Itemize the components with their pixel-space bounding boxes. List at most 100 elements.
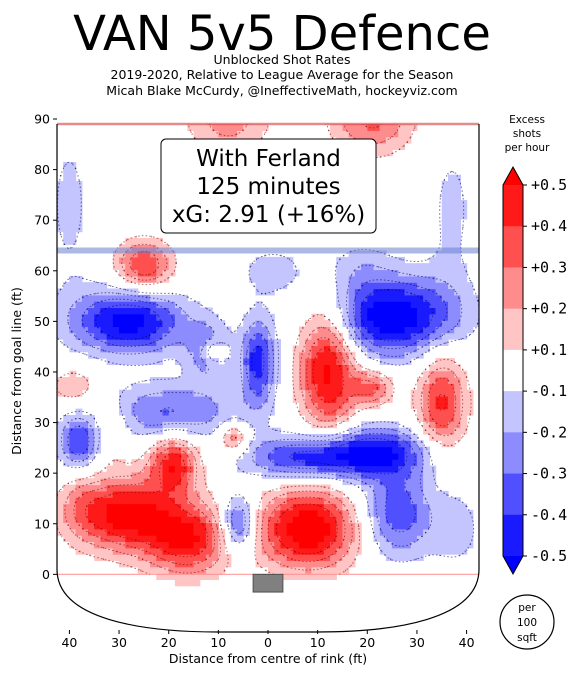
- heatmap-cell: [237, 396, 244, 403]
- heatmap-cell: [262, 428, 269, 435]
- heatmap-cell: [442, 314, 449, 321]
- heatmap-cell: [175, 447, 182, 454]
- heatmap-cell: [311, 333, 318, 340]
- heatmap-cell: [342, 390, 349, 397]
- heatmap-cell: [398, 295, 405, 302]
- heatmap-cell: [156, 504, 163, 511]
- heatmap-cell: [417, 485, 424, 492]
- heatmap-cell: [69, 434, 76, 441]
- heatmap-cell: [231, 402, 238, 409]
- heatmap-cell: [442, 428, 449, 435]
- heatmap-cell: [82, 497, 89, 504]
- heatmap-cell: [417, 541, 424, 548]
- heatmap-cell: [318, 371, 325, 378]
- heatmap-cell: [429, 295, 436, 302]
- heatmap-cell: [163, 257, 170, 264]
- heatmap-cell: [318, 459, 325, 466]
- heatmap-cell: [305, 390, 312, 397]
- heatmap-cell: [460, 295, 467, 302]
- heatmap-cell: [293, 485, 300, 492]
- heatmap-cell: [454, 232, 461, 239]
- heatmap-cell: [336, 504, 343, 511]
- heatmap-cell: [194, 130, 201, 137]
- heatmap-cell: [181, 339, 188, 346]
- heatmap-cell: [398, 554, 405, 561]
- heatmap-cell: [386, 535, 393, 542]
- heatmap-cell: [417, 301, 424, 308]
- heatmap-cell: [131, 333, 138, 340]
- heatmap-cell: [138, 270, 145, 277]
- heatmap-cell: [448, 187, 455, 194]
- heatmap-cell: [194, 339, 201, 346]
- heatmap-cell: [200, 491, 207, 498]
- heatmap-cell: [187, 447, 194, 454]
- heatmap-cell: [355, 529, 362, 536]
- heatmap-cell: [125, 390, 132, 397]
- heatmap-cell: [144, 326, 151, 333]
- heatmap-cell: [324, 358, 331, 365]
- heatmap-cell: [367, 307, 374, 314]
- heatmap-cell: [299, 440, 306, 447]
- heatmap-cell: [212, 504, 219, 511]
- heatmap-cell: [287, 263, 294, 270]
- heatmap-cell: [299, 358, 306, 365]
- heatmap-cell: [200, 130, 207, 137]
- heatmap-cell: [125, 497, 132, 504]
- heatmap-cell: [163, 421, 170, 428]
- heatmap-cell: [398, 478, 405, 485]
- heatmap-cell: [398, 516, 405, 523]
- heatmap-cell: [144, 314, 151, 321]
- heatmap-cell: [181, 377, 188, 384]
- heatmap-cell: [305, 459, 312, 466]
- heatmap-cell: [342, 541, 349, 548]
- heatmap-cell: [448, 282, 455, 289]
- heatmap-cell: [324, 516, 331, 523]
- heatmap-cell: [175, 491, 182, 498]
- heatmap-cell: [187, 301, 194, 308]
- heatmap-cell: [113, 516, 120, 523]
- heatmap-cell: [138, 541, 145, 548]
- heatmap-cell: [163, 522, 170, 529]
- heatmap-cell: [436, 270, 443, 277]
- heatmap-cell: [169, 459, 176, 466]
- heatmap-cell: [181, 529, 188, 536]
- heatmap-cell: [386, 466, 393, 473]
- heatmap-cell: [88, 491, 95, 498]
- heatmap-cell: [218, 333, 225, 340]
- heatmap-cell: [169, 415, 176, 422]
- heatmap-cell: [163, 314, 170, 321]
- heatmap-cell: [386, 453, 393, 460]
- heatmap-cell: [262, 491, 269, 498]
- heatmap-cell: [237, 390, 244, 397]
- heatmap-cell: [392, 535, 399, 542]
- heatmap-cell: [299, 554, 306, 561]
- heatmap-cell: [231, 428, 238, 435]
- heatmap-cell: [256, 377, 263, 384]
- heatmap-cell: [299, 390, 306, 397]
- heatmap-cell: [175, 345, 182, 352]
- heatmap-cell: [69, 345, 76, 352]
- heatmap-cell: [442, 371, 449, 378]
- heatmap-cell: [194, 314, 201, 321]
- heatmap-cell: [138, 314, 145, 321]
- heatmap-cell: [355, 535, 362, 542]
- heatmap-cell: [206, 320, 213, 327]
- heatmap-cell: [88, 295, 95, 302]
- heatmap-cell: [237, 434, 244, 441]
- heatmap-cell: [330, 466, 337, 473]
- heatmap-cell: [94, 352, 101, 359]
- heatmap-cell: [436, 504, 443, 511]
- heatmap-cell: [63, 333, 70, 340]
- heatmap-cell: [138, 257, 145, 264]
- heatmap-cell: [305, 320, 312, 327]
- heatmap-cell: [429, 390, 436, 397]
- heatmap-cell: [429, 548, 436, 555]
- heatmap-cell: [311, 358, 318, 365]
- heatmap-cell: [386, 428, 393, 435]
- heatmap-cell: [100, 320, 107, 327]
- heatmap-cell: [386, 314, 393, 321]
- heatmap-cell: [63, 434, 70, 441]
- heatmap-cell: [187, 320, 194, 327]
- heatmap-cell: [398, 541, 405, 548]
- heatmap-cell: [448, 541, 455, 548]
